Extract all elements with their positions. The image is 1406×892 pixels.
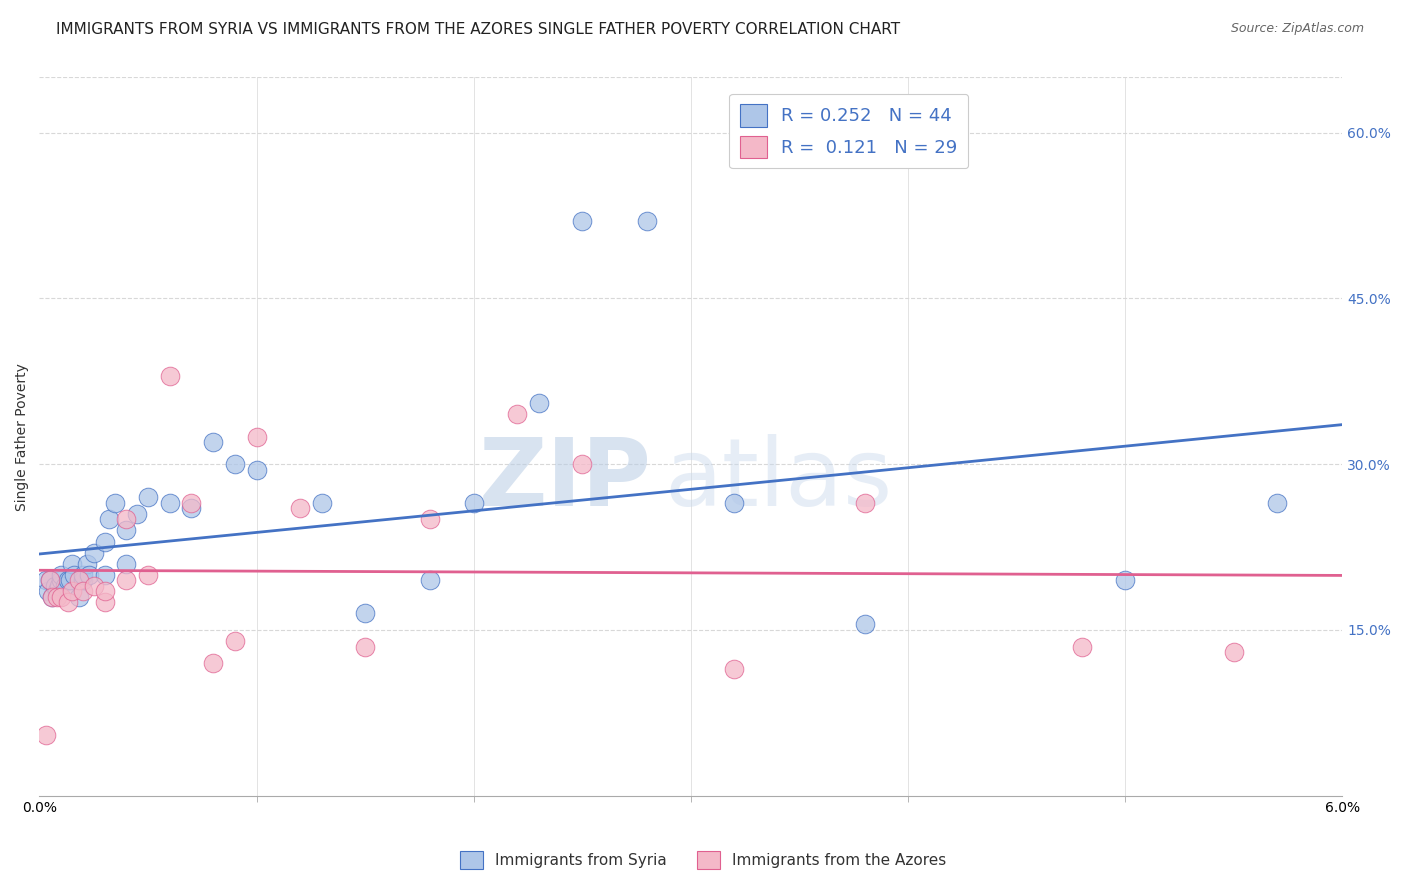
Text: atlas: atlas (665, 434, 893, 525)
Point (136, 491, 159, 505)
Point (93, 534, 115, 549)
Point (35, 573, 58, 587)
Point (45, 584, 67, 599)
Point (1265, 496, 1288, 510)
Point (67, 573, 90, 587)
Point (571, 457, 593, 471)
Point (67, 590, 90, 604)
Point (55, 579, 77, 593)
Point (463, 496, 485, 510)
Point (39, 573, 62, 587)
Point (1222, 645, 1244, 659)
Point (56, 595, 79, 609)
Point (60, 584, 83, 599)
Point (39, 573, 62, 587)
Point (76, 557, 98, 571)
Text: IMMIGRANTS FROM SYRIA VS IMMIGRANTS FROM THE AZORES SINGLE FATHER POVERTY CORREL: IMMIGRANTS FROM SYRIA VS IMMIGRANTS FROM… (56, 22, 900, 37)
Point (48, 579, 70, 593)
Point (60, 557, 83, 571)
Point (44, 579, 66, 593)
Point (419, 573, 441, 587)
Text: ZIP: ZIP (479, 434, 652, 525)
Point (1070, 640, 1092, 654)
Point (35, 728, 58, 742)
Point (97, 512, 120, 526)
Point (49, 573, 72, 587)
Point (202, 435, 225, 450)
Point (59, 573, 82, 587)
Point (72, 567, 94, 582)
Point (245, 429, 267, 443)
Text: Source: ZipAtlas.com: Source: ZipAtlas.com (1230, 22, 1364, 36)
Point (83, 546, 105, 560)
Point (115, 557, 138, 571)
Point (354, 607, 377, 621)
Point (180, 501, 202, 516)
Point (127, 507, 149, 521)
Point (136, 567, 159, 582)
Point (93, 584, 115, 599)
Point (83, 579, 105, 593)
Point (72, 584, 94, 599)
Point (224, 634, 246, 648)
Legend: R = 0.252   N = 44, R =  0.121   N = 29: R = 0.252 N = 44, R = 0.121 N = 29 (728, 94, 969, 169)
Point (56, 573, 79, 587)
Point (180, 496, 202, 510)
Y-axis label: Single Father Poverty: Single Father Poverty (15, 363, 30, 510)
Point (419, 512, 441, 526)
Point (115, 573, 138, 587)
Legend: Immigrants from Syria, Immigrants from the Azores: Immigrants from Syria, Immigrants from t… (454, 845, 952, 875)
Point (63, 567, 86, 582)
Point (571, 214, 593, 228)
Point (506, 408, 529, 422)
Point (72, 573, 94, 587)
Point (115, 524, 138, 538)
Point (41, 590, 63, 604)
Point (853, 496, 876, 510)
Point (354, 640, 377, 654)
Point (527, 396, 550, 410)
Point (79, 567, 101, 582)
Point (49, 590, 72, 604)
Point (288, 501, 311, 516)
Point (41, 590, 63, 604)
Point (245, 463, 267, 477)
Point (104, 496, 127, 510)
Point (115, 512, 138, 526)
Point (723, 496, 745, 510)
Point (93, 567, 115, 582)
Point (636, 214, 658, 228)
Point (45, 590, 67, 604)
Point (159, 496, 181, 510)
Point (311, 496, 333, 510)
Point (37, 584, 59, 599)
Point (1114, 573, 1136, 587)
Point (853, 617, 876, 632)
Point (49, 567, 72, 582)
Point (224, 457, 246, 471)
Point (202, 656, 225, 670)
Point (159, 368, 181, 383)
Point (93, 595, 115, 609)
Point (723, 662, 745, 676)
